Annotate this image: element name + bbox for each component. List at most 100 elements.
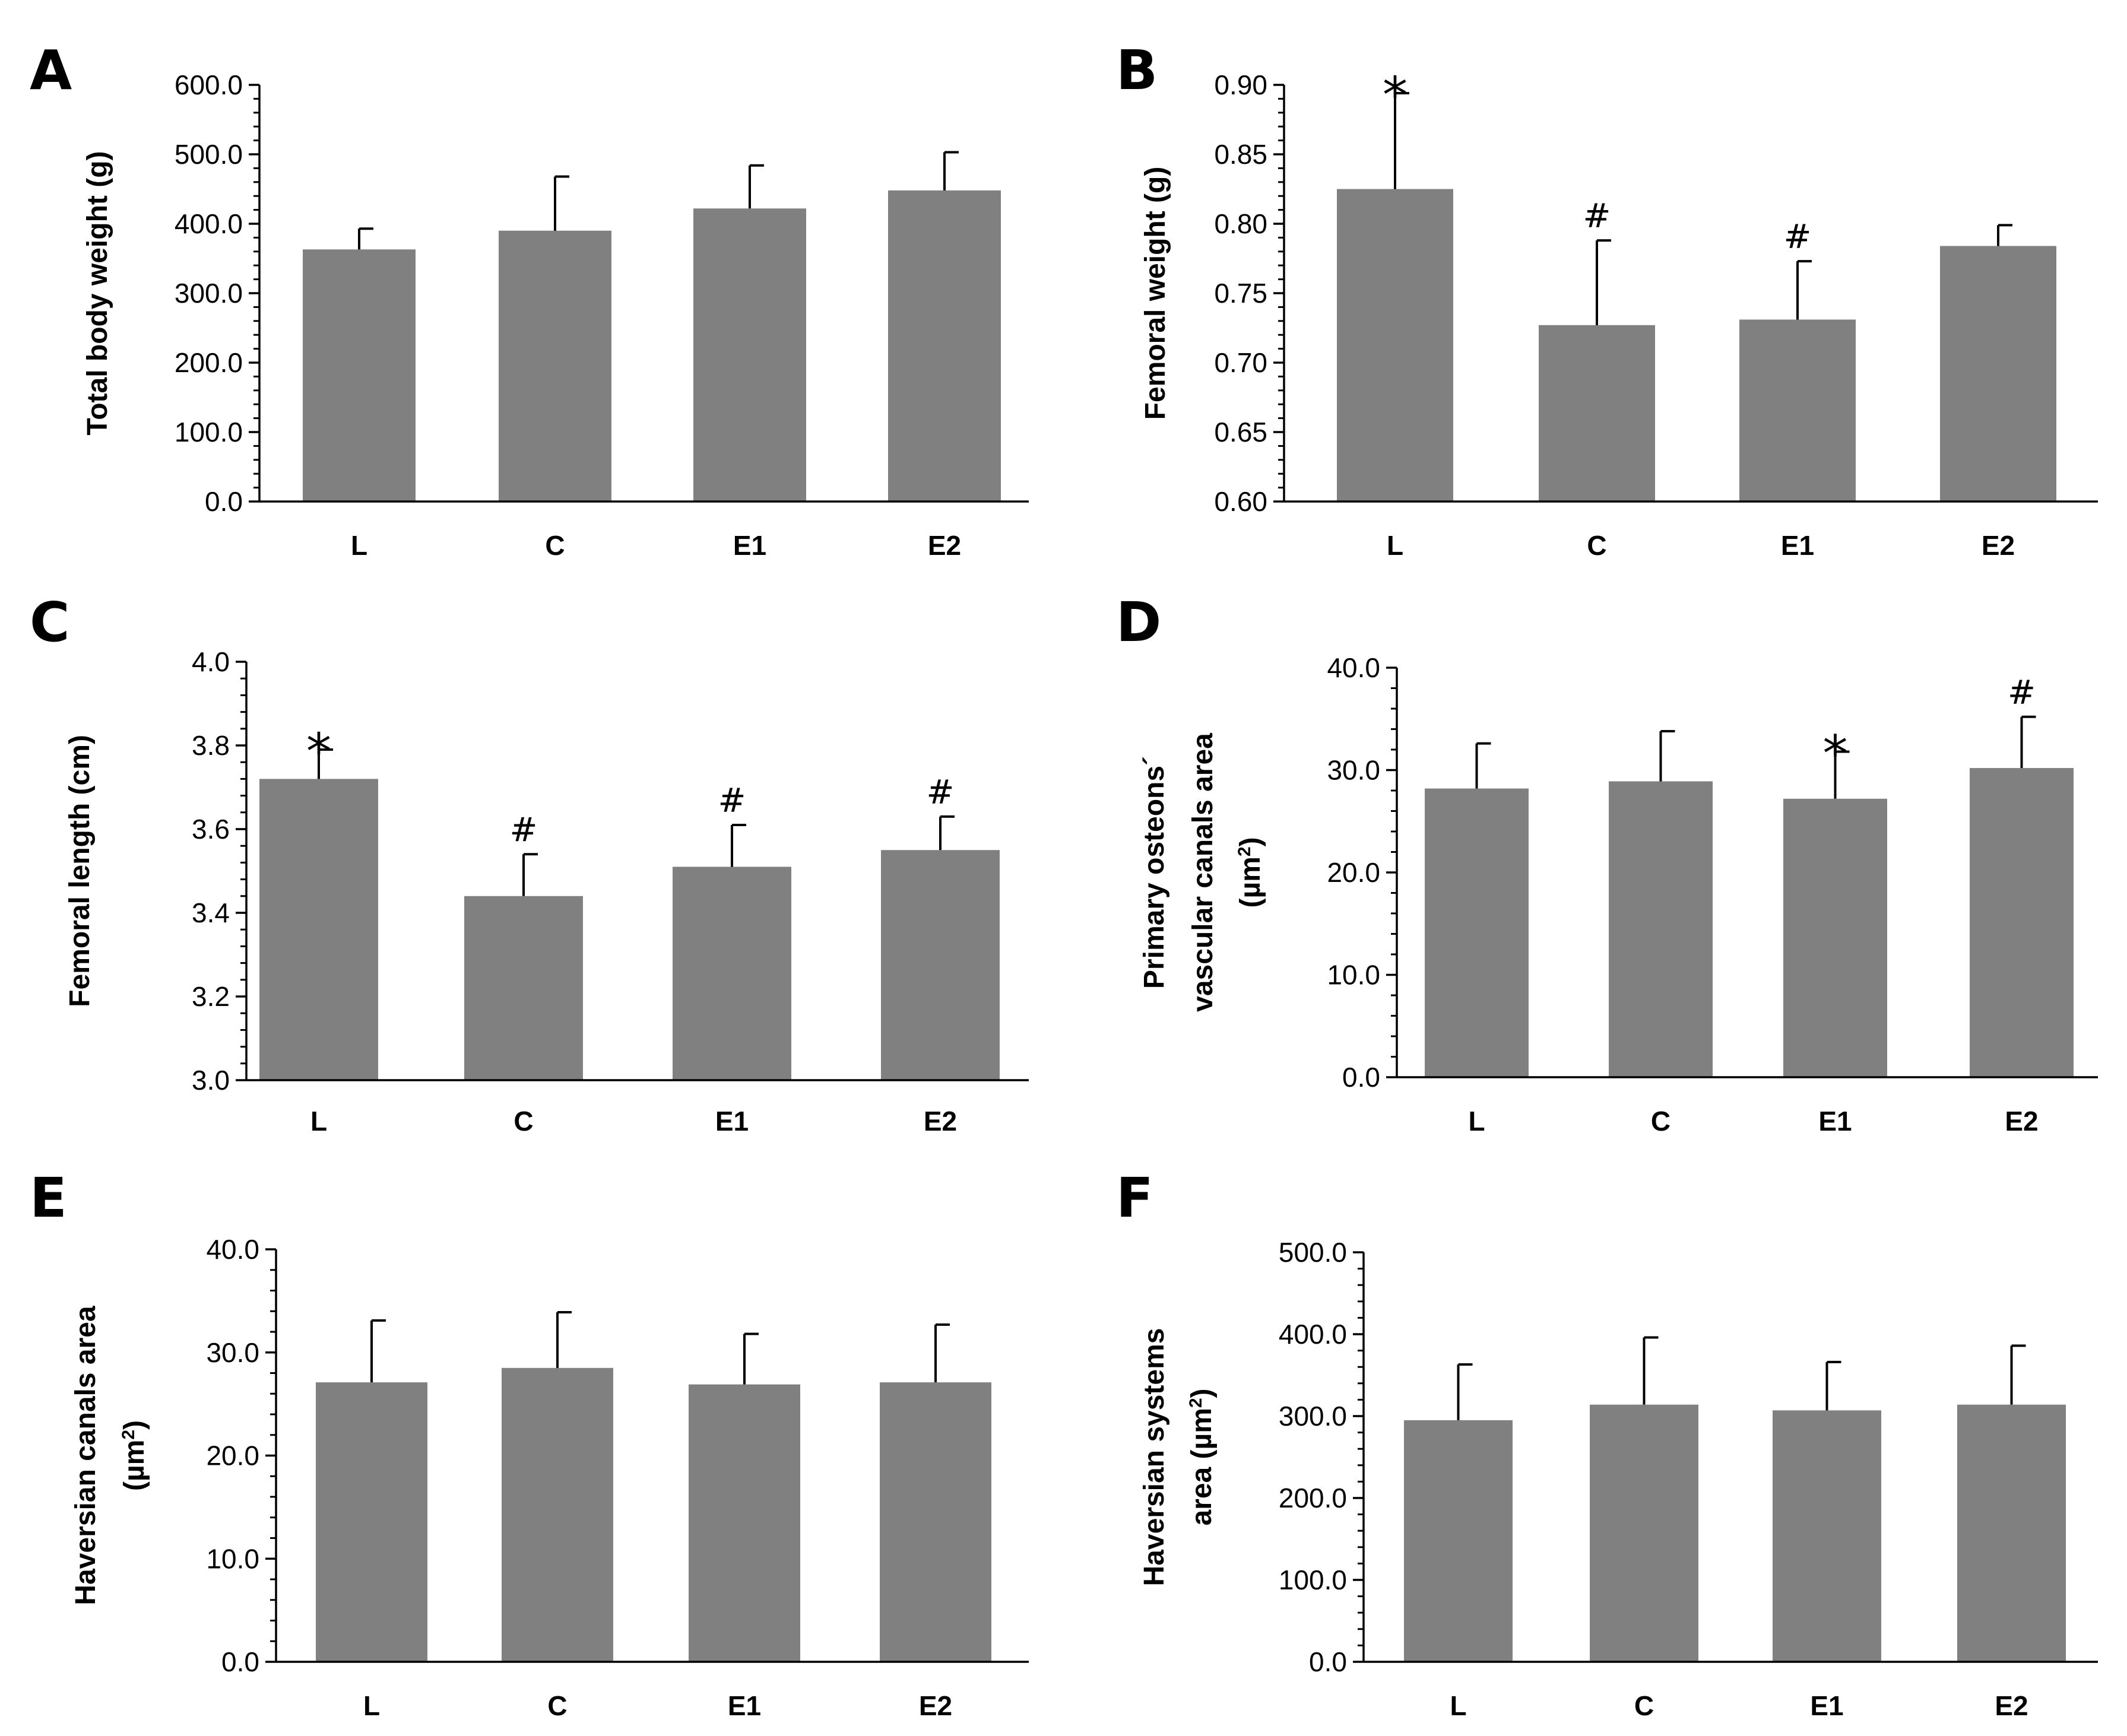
- y-tick-label: 40.0: [1327, 652, 1380, 683]
- y-tick-label: 20.0: [206, 1440, 259, 1471]
- chart-panel-a: A L C E1 E2 0.0 100.0 200.0 300.0 400.0 500.0 600.0…: [30, 39, 1029, 561]
- y-tick-label: 3.6: [192, 814, 230, 845]
- y-tick-label: 0.0: [221, 1646, 259, 1677]
- significance-hash: #: [927, 773, 955, 812]
- y-tick-label: 0.65: [1214, 417, 1267, 448]
- y-tick-label: 30.0: [206, 1337, 259, 1368]
- y-tick-label: 200.0: [175, 347, 243, 378]
- significance-hash: #: [1583, 197, 1611, 236]
- chart-panel-f: F L C E1 E2 0.0 100.0 200.0 300.0 400.0 500.0 Haver…: [1116, 1166, 2098, 1721]
- y-tick-label: 400.0: [1279, 1319, 1347, 1350]
- category-label: E2: [928, 530, 961, 561]
- category-label: E2: [924, 1106, 957, 1137]
- y-tick-label: 0.90: [1214, 69, 1267, 100]
- y-tick-label: 600.0: [175, 69, 243, 100]
- category-label: C: [1634, 1690, 1654, 1721]
- y-axis-title: Total body weight (g): [82, 151, 113, 435]
- bar: [1739, 319, 1856, 502]
- y-tick-label: 0.0: [1342, 1062, 1380, 1093]
- bar: [316, 1382, 427, 1662]
- chart-panel-c: C * L # C # E1 # E2 3.0 3.2 3.4 3.6 3.8 4.0 Femoral len…: [30, 591, 1029, 1137]
- y-axis-title: vascular canals area: [1187, 733, 1219, 1012]
- y-tick-label: 100.0: [1279, 1564, 1347, 1595]
- category-label: L: [1450, 1690, 1466, 1721]
- category-label: E1: [1818, 1106, 1852, 1137]
- y-axis-title: (µm2): [1235, 837, 1267, 908]
- bar: [1957, 1404, 2066, 1662]
- bar: [1773, 1410, 1881, 1662]
- y-tick-label: 3.4: [192, 897, 230, 928]
- bar: [303, 249, 416, 502]
- y-axis-title: Haversian systems: [1139, 1328, 1170, 1586]
- category-label: C: [1587, 530, 1606, 561]
- category-label: E1: [715, 1106, 749, 1137]
- y-tick-label: 4.0: [192, 646, 230, 677]
- bar: [259, 779, 378, 1080]
- category-label: C: [1651, 1106, 1670, 1137]
- category-label: E1: [1781, 530, 1814, 561]
- significance-star: *: [1823, 724, 1848, 782]
- bar: [1590, 1404, 1698, 1662]
- panel-letter: B: [1116, 39, 1158, 102]
- bar: [881, 850, 1000, 1080]
- bar: [1970, 768, 2074, 1077]
- bar: [673, 867, 791, 1080]
- y-tick-label: 100.0: [175, 417, 243, 448]
- y-tick-label: 10.0: [1327, 960, 1380, 991]
- bar: [880, 1382, 991, 1662]
- bar: [1404, 1420, 1513, 1662]
- significance-star: *: [306, 722, 331, 780]
- category-label: E2: [2005, 1106, 2038, 1137]
- y-tick-label: 0.0: [1309, 1646, 1347, 1677]
- y-axis-title: Haversian canals area: [70, 1306, 102, 1605]
- y-tick-label: 0.85: [1214, 139, 1267, 170]
- y-tick-label: 300.0: [175, 278, 243, 309]
- y-tick-label: 300.0: [1279, 1401, 1347, 1432]
- y-tick-label: 3.2: [192, 981, 230, 1012]
- significance-hash: #: [2008, 674, 2036, 712]
- category-label: E2: [919, 1690, 952, 1721]
- bar: [1539, 325, 1655, 502]
- bar: [1940, 246, 2056, 502]
- y-axis-title: (µm2): [119, 1420, 151, 1491]
- y-tick-label: 0.60: [1214, 486, 1267, 517]
- category-label: E1: [728, 1690, 761, 1721]
- y-tick-label: 10.0: [206, 1543, 259, 1574]
- category-label: E1: [1810, 1690, 1843, 1721]
- y-tick-label: 400.0: [175, 208, 243, 239]
- bar: [1337, 189, 1453, 502]
- bar: [502, 1367, 613, 1662]
- y-tick-label: 200.0: [1279, 1483, 1347, 1513]
- chart-panel-e: E L C E1 E2 0.0 10.0 20.0 30.0 40.0 Haversian cana…: [30, 1166, 1029, 1721]
- category-label: E2: [1995, 1690, 2028, 1721]
- chart-panel-d: D L C * E1 # E2 0.0 10.0 20.0 30.0 40.0 Primary oste…: [1116, 591, 2098, 1137]
- y-axis-title: Primary osteons´: [1139, 756, 1170, 989]
- y-tick-label: 3.8: [192, 730, 230, 761]
- bar: [1425, 788, 1529, 1077]
- y-tick-label: 30.0: [1327, 755, 1380, 786]
- y-tick-label: 0.0: [205, 486, 243, 517]
- bar: [1609, 781, 1713, 1077]
- category-label: L: [351, 530, 367, 561]
- significance-hash: #: [1784, 218, 1812, 256]
- bar: [464, 896, 583, 1080]
- y-tick-label: 0.75: [1214, 278, 1267, 309]
- category-label: C: [513, 1106, 533, 1137]
- panel-letter: F: [1116, 1166, 1153, 1230]
- category-label: E2: [1982, 530, 2015, 561]
- panel-letter: A: [30, 39, 72, 102]
- panel-letter: E: [30, 1166, 67, 1230]
- category-label: C: [547, 1690, 567, 1721]
- bar: [1783, 798, 1887, 1077]
- bar: [499, 230, 611, 502]
- panel-letter: D: [1116, 591, 1161, 654]
- category-label: L: [363, 1690, 380, 1721]
- y-tick-label: 500.0: [175, 139, 243, 170]
- bar: [693, 208, 806, 502]
- y-axis-title: area (µm2): [1186, 1388, 1218, 1525]
- category-label: L: [1468, 1106, 1485, 1137]
- significance-hash: #: [718, 782, 746, 820]
- category-label: E1: [733, 530, 766, 561]
- y-axis-title: Femoral weight (g): [1140, 167, 1171, 420]
